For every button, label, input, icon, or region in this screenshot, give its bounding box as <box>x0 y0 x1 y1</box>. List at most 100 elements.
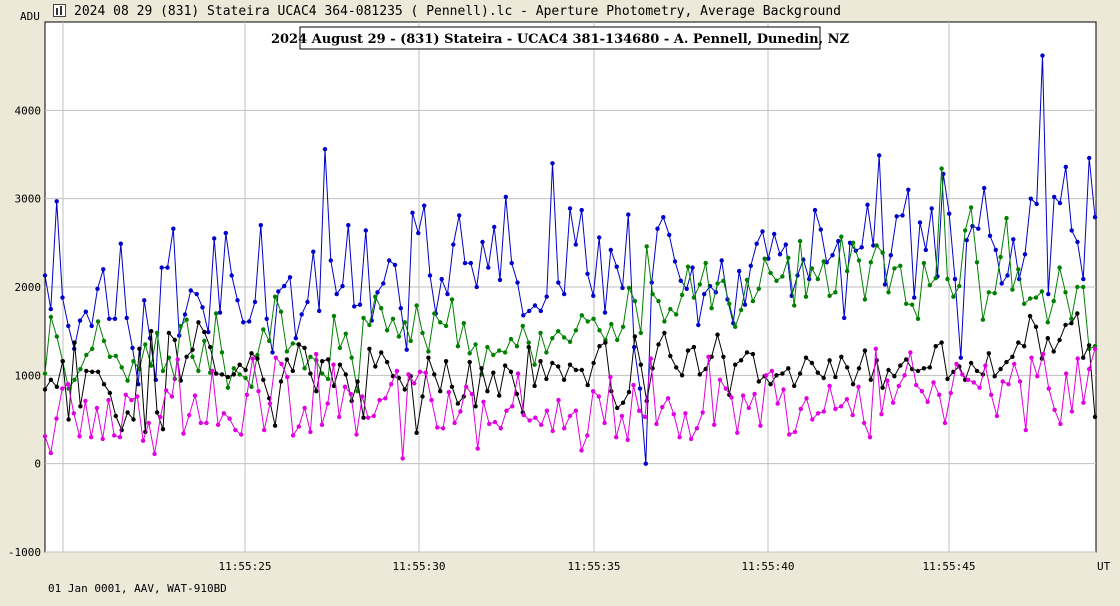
data-point <box>290 433 296 438</box>
data-point <box>968 360 974 366</box>
data-point <box>497 393 502 398</box>
data-point <box>204 420 209 426</box>
data-point <box>296 342 301 347</box>
data-point <box>502 363 508 368</box>
data-point <box>72 340 77 345</box>
data-point <box>1057 265 1062 270</box>
data-point <box>284 357 290 362</box>
data-point <box>815 276 820 282</box>
data-point <box>672 259 678 264</box>
data-point <box>54 334 59 339</box>
data-point <box>416 230 421 236</box>
data-point <box>561 377 567 382</box>
data-point <box>42 273 48 278</box>
data-point <box>538 330 543 336</box>
data-point <box>182 312 188 317</box>
data-point <box>262 427 267 433</box>
data-point <box>1010 287 1015 292</box>
data-point <box>833 290 838 295</box>
data-point <box>615 337 620 343</box>
data-point <box>255 352 260 358</box>
data-point <box>112 316 118 321</box>
data-point <box>101 382 107 387</box>
data-point <box>212 236 217 241</box>
data-point <box>42 371 48 376</box>
data-point <box>677 435 682 440</box>
data-point <box>243 367 248 373</box>
data-point <box>856 366 862 371</box>
data-point <box>221 411 226 416</box>
data-point <box>352 304 357 309</box>
data-point <box>786 366 791 371</box>
data-point <box>117 435 123 440</box>
data-point <box>532 362 537 367</box>
data-point <box>836 238 841 244</box>
series-1 <box>42 166 1098 394</box>
data-point <box>992 374 997 379</box>
data-point <box>668 306 673 312</box>
data-point <box>625 437 630 442</box>
data-point <box>709 306 714 311</box>
data-point <box>101 267 106 272</box>
data-point <box>42 434 48 439</box>
data-point <box>77 318 83 323</box>
data-point <box>850 240 856 245</box>
data-point <box>244 392 250 397</box>
data-point <box>678 278 683 283</box>
data-point <box>842 315 847 321</box>
data-point <box>54 384 59 389</box>
data-point <box>821 375 826 381</box>
data-point <box>774 278 779 283</box>
data-point <box>331 383 337 389</box>
data-point <box>833 374 838 380</box>
data-point <box>231 372 236 377</box>
data-point <box>1035 374 1040 379</box>
data-point <box>320 371 325 376</box>
data-point <box>406 372 411 377</box>
data-point <box>626 389 632 395</box>
data-point <box>1016 267 1021 272</box>
data-point <box>945 376 950 382</box>
data-point <box>400 456 405 461</box>
data-point <box>196 368 201 374</box>
data-point <box>945 276 950 282</box>
data-point <box>689 436 694 442</box>
data-point <box>299 312 304 317</box>
data-point <box>432 311 437 316</box>
data-point <box>772 231 777 237</box>
data-point <box>1012 361 1017 367</box>
data-point <box>694 426 700 431</box>
data-point <box>919 389 925 394</box>
data-point <box>308 371 313 376</box>
data-point <box>371 413 376 419</box>
data-point <box>597 344 602 349</box>
data-point <box>614 435 619 440</box>
data-point <box>679 292 685 298</box>
data-point <box>527 308 532 314</box>
data-point <box>118 241 124 246</box>
y-tick-label: 3000 <box>15 193 42 206</box>
data-point <box>131 359 136 364</box>
data-point <box>602 310 608 315</box>
data-point <box>217 310 223 315</box>
data-point <box>302 405 307 411</box>
y-tick-label: 2000 <box>15 281 42 294</box>
data-point <box>818 227 823 232</box>
chart-app-icon[interactable] <box>53 4 66 17</box>
data-point <box>1092 346 1098 351</box>
data-point <box>314 351 319 357</box>
data-point <box>787 432 792 437</box>
data-point <box>585 433 590 438</box>
data-point <box>1039 289 1045 294</box>
data-point <box>1040 53 1045 58</box>
data-point <box>874 243 879 248</box>
data-point <box>937 392 942 397</box>
data-point <box>737 268 742 274</box>
data-point <box>1087 366 1092 372</box>
data-point <box>703 260 708 266</box>
data-point <box>812 207 818 213</box>
data-point <box>1045 320 1051 325</box>
data-point <box>379 350 384 355</box>
data-point <box>668 353 673 359</box>
